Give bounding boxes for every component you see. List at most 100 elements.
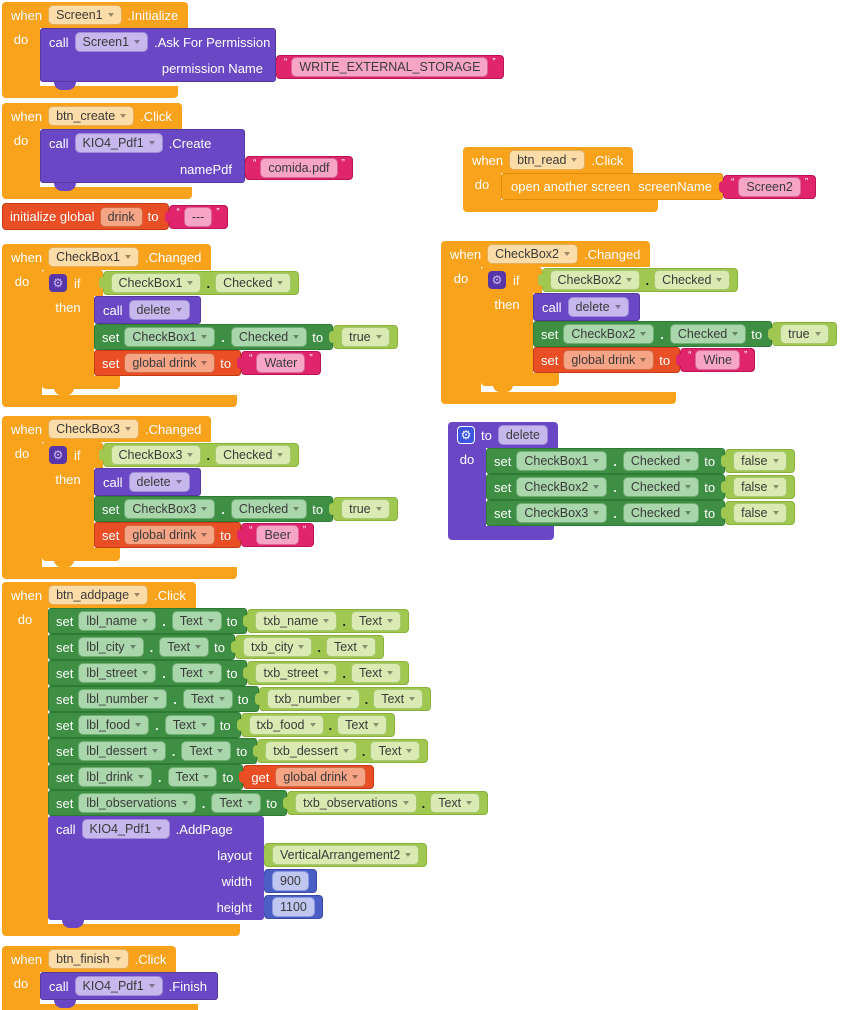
block-number-1100[interactable]: 1100: [264, 895, 323, 919]
block-set-lblobservations-text[interactable]: set lbl_observations . Text to: [48, 790, 288, 816]
property-dropdown[interactable]: Text: [171, 611, 222, 631]
property-dropdown[interactable]: Text: [167, 767, 218, 787]
block-call-delete[interactable]: call delete: [533, 293, 640, 321]
block-if[interactable]: ⚙ if CheckBox2 . Checked then: [481, 267, 837, 392]
property-dropdown[interactable]: Checked: [622, 477, 700, 497]
component-dropdown-screen1[interactable]: Screen1: [74, 32, 149, 52]
logic-dropdown[interactable]: true: [341, 327, 390, 347]
component-dropdown[interactable]: lbl_food: [78, 715, 150, 735]
logic-dropdown[interactable]: true: [341, 499, 390, 519]
block-set-checkbox3-checked[interactable]: set CheckBox3 . Checked to: [94, 496, 334, 522]
component-dropdown-checkbox2[interactable]: CheckBox2: [487, 244, 579, 264]
logic-dropdown[interactable]: false: [733, 477, 787, 497]
block-call-delete[interactable]: call delete: [94, 296, 201, 324]
component-dropdown-checkbox1[interactable]: CheckBox1: [48, 247, 140, 267]
property-dropdown[interactable]: Text: [430, 793, 481, 813]
logic-dropdown[interactable]: true: [780, 324, 829, 344]
block-set-lbldrink-text[interactable]: set lbl_drink . Text to: [48, 764, 244, 790]
component-dropdown[interactable]: lbl_street: [78, 663, 157, 683]
property-dropdown[interactable]: Checked: [622, 503, 700, 523]
block-number-900[interactable]: 900: [264, 869, 317, 893]
block-call-pdffinish[interactable]: call KIO4_Pdf1 .Finish: [40, 972, 218, 1000]
block-set-global-drink[interactable]: set global drink to: [533, 347, 681, 373]
property-dropdown[interactable]: Text: [370, 741, 421, 761]
variable-name-field[interactable]: drink: [99, 206, 143, 227]
procedure-dropdown-delete[interactable]: delete: [128, 472, 190, 492]
block-text-water[interactable]: “ Water ”: [241, 351, 321, 375]
component-dropdown[interactable]: CheckBox2: [563, 324, 655, 344]
getter-txbname-text[interactable]: txb_name . Text: [247, 609, 409, 633]
getter-txbcity-text[interactable]: txb_city . Text: [234, 635, 384, 659]
component-dropdown[interactable]: txb_food: [248, 715, 324, 735]
block-init-global-drink[interactable]: initialize global drink to “ --- ”: [2, 203, 228, 230]
number-field[interactable]: 1100: [272, 897, 315, 917]
component-dropdown[interactable]: CheckBox3: [110, 445, 202, 465]
block-text-comidapdf[interactable]: “ comida.pdf ”: [245, 156, 353, 180]
block-set-lblcity-text[interactable]: set lbl_city . Text to: [48, 634, 235, 660]
block-logic-true[interactable]: true: [333, 497, 398, 521]
block-call-addpage[interactable]: call KIO4_Pdf1 .AddPage layout VerticalA…: [48, 816, 428, 920]
property-dropdown[interactable]: Checked: [230, 499, 308, 519]
getter-txbdessert-text[interactable]: txb_dessert . Text: [257, 739, 429, 763]
component-dropdown-btnaddpage[interactable]: btn_addpage: [48, 585, 149, 605]
text-field[interactable]: WRITE_EXTERNAL_STORAGE: [291, 57, 489, 77]
block-when-checkbox1-changed[interactable]: when CheckBox1 .Changed do ⚙ if CheckBox…: [2, 244, 398, 407]
component-dropdown[interactable]: lbl_city: [78, 637, 144, 657]
variable-dropdown[interactable]: global drink: [124, 353, 216, 373]
block-logic-false[interactable]: false: [725, 475, 795, 499]
property-dropdown[interactable]: Text: [337, 715, 388, 735]
property-dropdown[interactable]: Checked: [654, 270, 731, 290]
component-dropdown-btnfinish[interactable]: btn_finish: [48, 949, 129, 969]
component-dropdown[interactable]: txb_dessert: [265, 741, 357, 761]
getter-checkbox3-checked[interactable]: CheckBox3 . Checked: [102, 443, 300, 467]
block-when-btnread-click[interactable]: when btn_read .Click do open another scr…: [463, 147, 817, 212]
block-text-dashes[interactable]: “ --- ”: [168, 204, 228, 229]
component-dropdown[interactable]: lbl_dessert: [78, 741, 166, 761]
component-dropdown-kio4pdf1[interactable]: KIO4_Pdf1: [81, 819, 170, 839]
block-text-beer[interactable]: “ Beer ”: [241, 523, 315, 547]
block-set-lblname-text[interactable]: set lbl_name . Text to: [48, 608, 248, 634]
property-dropdown[interactable]: Checked: [622, 451, 700, 471]
block-set-global-drink[interactable]: set global drink to: [94, 350, 242, 376]
block-when-btncreate-click[interactable]: when btn_create .Click do call KIO4_Pdf1…: [2, 103, 353, 199]
component-dropdown[interactable]: txb_street: [255, 663, 338, 683]
getter-txbfood-text[interactable]: txb_food . Text: [240, 713, 396, 737]
property-dropdown[interactable]: Text: [182, 689, 233, 709]
block-text-write-external-storage[interactable]: “ WRITE_EXTERNAL_STORAGE ”: [276, 55, 504, 79]
text-field[interactable]: comida.pdf: [260, 158, 338, 178]
component-dropdown[interactable]: CheckBox2: [549, 270, 641, 290]
property-dropdown[interactable]: Checked: [669, 324, 747, 344]
property-dropdown[interactable]: Text: [159, 637, 210, 657]
component-dropdown-btnread[interactable]: btn_read: [509, 150, 586, 170]
block-set-lblnumber-text[interactable]: set lbl_number . Text to: [48, 686, 259, 712]
block-when-btnfinish-click[interactable]: when btn_finish .Click do call KIO4_Pdf1…: [2, 946, 218, 1010]
mutator-gear-icon[interactable]: ⚙: [457, 426, 475, 444]
getter-checkbox2-checked[interactable]: CheckBox2 . Checked: [541, 268, 739, 292]
block-when-screen1-initialize[interactable]: when Screen1 .Initialize do call Screen1…: [2, 2, 504, 98]
init-global-block[interactable]: initialize global drink to: [2, 203, 169, 230]
block-logic-true[interactable]: true: [772, 322, 837, 346]
mutator-gear-icon[interactable]: ⚙: [488, 271, 506, 289]
procedure-dropdown-delete[interactable]: delete: [567, 297, 629, 317]
block-text-screen2[interactable]: “ Screen2 ”: [722, 174, 817, 199]
component-dropdown-btncreate[interactable]: btn_create: [48, 106, 135, 126]
component-dropdown[interactable]: CheckBox1: [516, 451, 608, 471]
component-dropdown[interactable]: CheckBox3: [124, 499, 216, 519]
block-set-checkbox2-false[interactable]: set CheckBox2 . Checked to: [486, 474, 726, 500]
block-set-lblfood-text[interactable]: set lbl_food . Text to: [48, 712, 241, 738]
component-dropdown-kio4pdf1[interactable]: KIO4_Pdf1: [74, 976, 163, 996]
component-dropdown-screen1[interactable]: Screen1: [48, 5, 122, 25]
component-dropdown[interactable]: txb_number: [266, 689, 360, 709]
component-dropdown[interactable]: txb_city: [242, 637, 313, 657]
procedure-name-field[interactable]: delete: [497, 425, 548, 445]
component-dropdown-kio4pdf1[interactable]: KIO4_Pdf1: [74, 133, 163, 153]
block-when-checkbox2-changed[interactable]: when CheckBox2 .Changed do ⚙ if CheckBox…: [441, 241, 837, 404]
component-dropdown-checkbox3[interactable]: CheckBox3: [48, 419, 140, 439]
block-logic-false[interactable]: false: [725, 501, 795, 525]
property-dropdown[interactable]: Text: [181, 741, 232, 761]
block-call-pdfcreate[interactable]: call KIO4_Pdf1 .Create namePdf: [40, 129, 245, 183]
component-dropdown[interactable]: CheckBox3: [516, 503, 608, 523]
block-set-global-drink[interactable]: set global drink to: [94, 522, 242, 548]
block-set-lblstreet-text[interactable]: set lbl_street . Text to: [48, 660, 248, 686]
block-set-lbldessert-text[interactable]: set lbl_dessert . Text to: [48, 738, 258, 764]
